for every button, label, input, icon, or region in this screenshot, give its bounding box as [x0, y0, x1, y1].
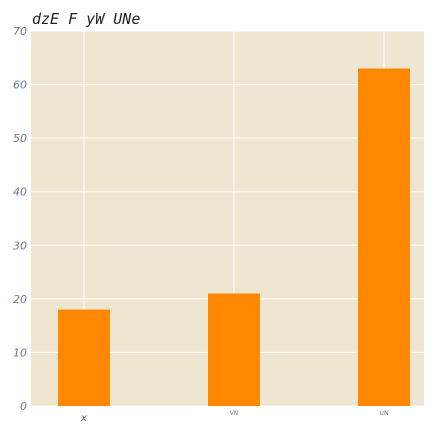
y-tick-label: 10: [13, 346, 27, 359]
y-tick-label: 40: [13, 186, 27, 199]
y-tick-label: 70: [13, 25, 27, 38]
chart-title: dzE F yW UNe: [32, 10, 140, 28]
x-tick-label: UN: [380, 410, 389, 417]
y-tick-label: 30: [13, 239, 27, 252]
bar-UN: [358, 68, 410, 406]
x-tick-label: x: [80, 413, 87, 424]
bar-VN: [208, 293, 260, 406]
x-tick-label: VN: [230, 410, 239, 417]
bars: [58, 68, 410, 406]
y-tick-label: 60: [13, 79, 27, 92]
y-tick-label: 50: [13, 132, 27, 145]
y-tick-label: 0: [20, 400, 27, 413]
y-tick-label: 20: [13, 293, 27, 306]
bar-x: [58, 309, 110, 406]
y-axis-ticks: 0 10 20 30 40 50 60 70: [13, 25, 27, 413]
x-axis-ticks: x VN UN: [80, 410, 388, 424]
